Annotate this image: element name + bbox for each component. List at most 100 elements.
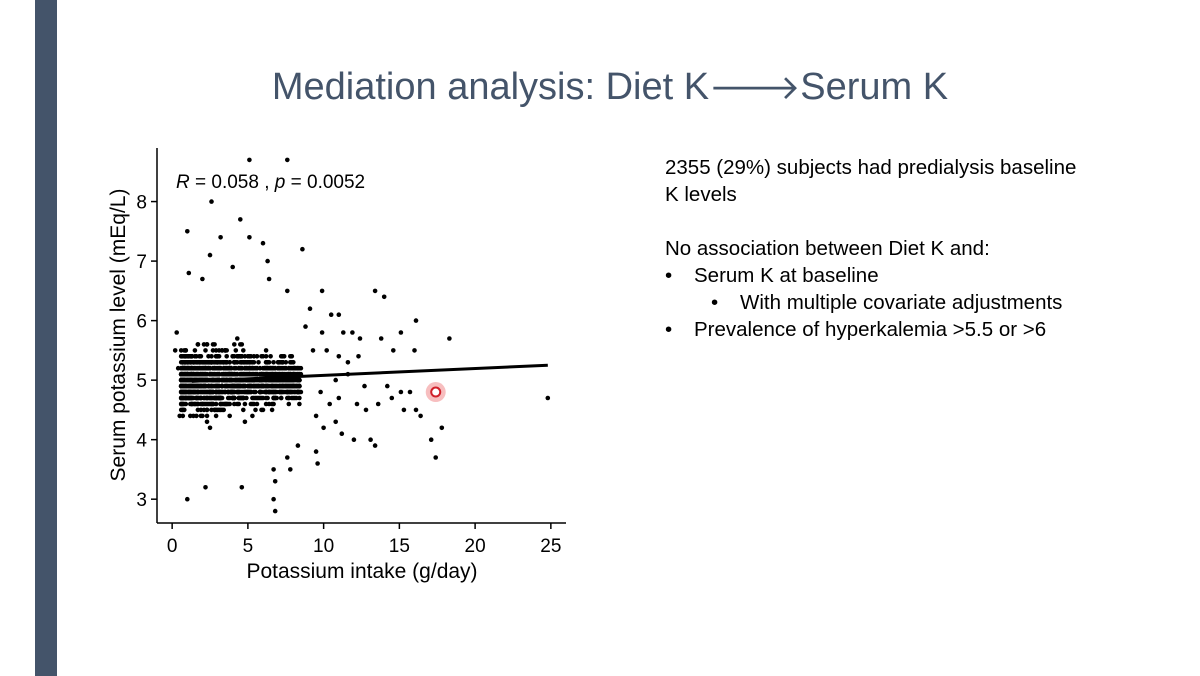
data-point <box>277 360 282 365</box>
data-point <box>238 217 243 222</box>
data-point <box>241 348 246 353</box>
data-point <box>213 395 219 401</box>
data-point <box>318 389 323 395</box>
data-point <box>288 467 293 472</box>
data-point <box>272 389 278 395</box>
data-point <box>351 437 357 443</box>
data-point <box>183 354 189 359</box>
data-point <box>260 240 266 246</box>
data-point <box>368 437 373 443</box>
scatter-chart: 0 5 10 15 20 25 3 4 5 6 7 8 Potassium intake (g/da… <box>100 140 580 590</box>
x-tick-label: 5 <box>243 536 254 557</box>
data-point <box>272 508 278 514</box>
data-point <box>232 342 237 347</box>
data-point <box>178 360 184 365</box>
data-point <box>412 348 417 353</box>
data-point <box>248 389 254 395</box>
data-point <box>251 371 257 377</box>
data-point <box>185 383 190 389</box>
data-point <box>206 365 211 371</box>
data-point <box>315 461 320 466</box>
association-intro: No association between Diet K and: <box>665 237 990 260</box>
data-point <box>227 365 232 371</box>
y-tick-label: 4 <box>136 431 147 452</box>
data-point <box>195 365 201 371</box>
x-axis-label: Potassium intake (g/day) <box>246 560 477 583</box>
data-point <box>286 401 292 407</box>
data-point <box>285 395 290 401</box>
data-point <box>230 264 235 270</box>
data-point <box>265 395 270 401</box>
data-point <box>204 371 210 377</box>
data-point <box>228 371 234 377</box>
data-point <box>236 401 242 407</box>
data-point <box>222 389 228 395</box>
data-point <box>433 455 439 460</box>
data-point <box>232 360 237 365</box>
data-point <box>188 413 193 419</box>
data-point <box>183 360 189 365</box>
data-point <box>439 425 445 431</box>
data-point <box>198 407 204 413</box>
data-point <box>372 443 378 448</box>
data-point <box>203 348 208 353</box>
data-point <box>271 360 276 365</box>
data-point <box>241 371 246 377</box>
y-tick-label: 3 <box>136 490 147 511</box>
data-point <box>236 383 242 389</box>
data-point <box>180 389 186 395</box>
data-point <box>192 389 198 395</box>
data-point <box>188 377 193 383</box>
accent-bar <box>35 0 57 676</box>
y-tick-label: 7 <box>136 252 147 273</box>
data-point <box>232 395 237 401</box>
data-point <box>203 485 208 490</box>
bullet-item-label: Prevalence of hyperkalemia >5.5 or >6 <box>694 318 1047 341</box>
data-point <box>206 395 211 401</box>
data-point <box>209 407 214 413</box>
data-point <box>189 354 195 359</box>
data-point <box>218 389 223 395</box>
data-point <box>209 354 214 359</box>
data-point <box>235 336 240 341</box>
data-point <box>319 330 325 335</box>
data-point <box>278 395 284 401</box>
data-point <box>194 371 199 377</box>
data-point <box>336 354 342 359</box>
data-point <box>271 496 276 502</box>
bullet-subitem-label: With multiple covariate adjustments <box>740 291 1063 314</box>
data-point <box>266 389 272 395</box>
y-tick-label: 6 <box>136 312 147 333</box>
data-point <box>253 407 258 413</box>
y-ticks: 3 4 5 6 7 8 <box>136 193 157 511</box>
data-point <box>428 437 434 443</box>
data-point <box>375 401 381 407</box>
data-point <box>266 276 272 282</box>
data-point <box>216 365 222 371</box>
data-point <box>213 389 219 395</box>
data-point <box>250 395 255 401</box>
data-point <box>233 348 239 353</box>
data-point <box>238 365 243 371</box>
points-layer <box>172 157 551 514</box>
data-point <box>265 258 270 264</box>
data-point <box>212 365 217 371</box>
y-axis-label: Serum potassium level (mEq/L) <box>107 189 130 482</box>
data-point <box>297 395 302 401</box>
data-point <box>257 389 263 395</box>
data-point <box>195 360 201 365</box>
data-point <box>292 395 298 401</box>
data-point <box>203 383 208 389</box>
scatter-chart-svg: 0 5 10 15 20 25 3 4 5 6 7 8 Potassium intake (g/da… <box>107 148 566 583</box>
data-point <box>310 348 316 353</box>
data-point <box>219 371 225 377</box>
data-point <box>224 371 229 377</box>
bullet-text: 2355 (29%) subjects had predialysis base… <box>665 154 1185 343</box>
data-point <box>277 383 282 389</box>
data-point <box>209 199 214 204</box>
data-point <box>307 306 313 311</box>
x-ticks: 0 5 10 15 20 25 <box>167 523 561 557</box>
data-point <box>213 354 219 359</box>
data-point <box>313 413 319 419</box>
data-point <box>244 389 249 395</box>
